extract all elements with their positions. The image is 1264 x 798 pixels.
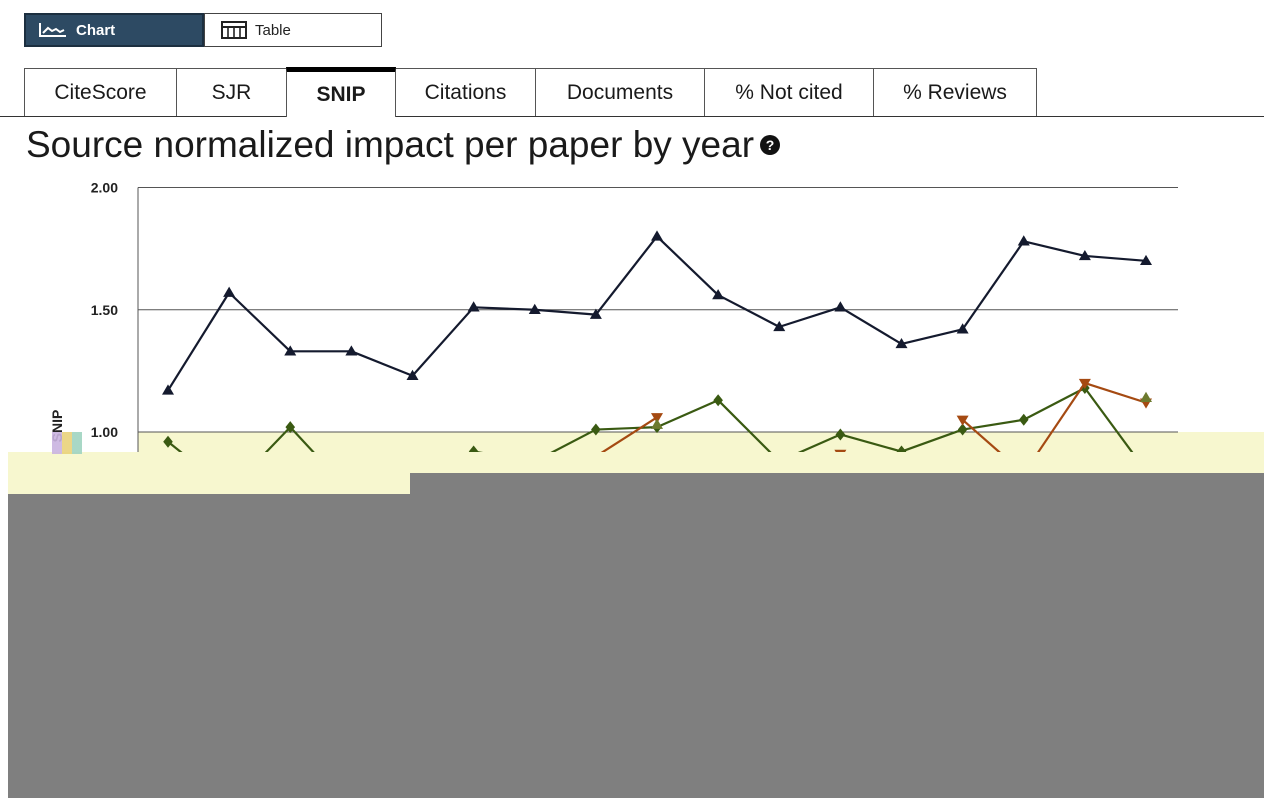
series-2-point xyxy=(651,413,663,424)
redaction-block xyxy=(8,494,1264,798)
table-grid-icon xyxy=(221,21,247,39)
series-1-segment xyxy=(840,433,902,453)
y-tick-label: 1.00 xyxy=(91,424,118,440)
series-1-segment xyxy=(595,426,658,431)
series-1-point xyxy=(591,423,601,436)
series-0-point xyxy=(834,301,847,312)
series-1-point xyxy=(896,445,907,458)
series-0-segment xyxy=(656,235,719,296)
table-view-label: Table xyxy=(255,21,291,39)
series-0-segment xyxy=(350,350,413,377)
series-0-segment xyxy=(961,240,1025,330)
series-0-point xyxy=(162,384,174,395)
series-0-point xyxy=(1017,235,1030,246)
series-0-segment xyxy=(717,294,780,328)
tab-snip[interactable]: SNIP xyxy=(286,67,396,117)
series-0-segment xyxy=(411,306,475,377)
artifact-patch xyxy=(52,432,82,454)
series-0-point xyxy=(712,289,725,300)
series-0-point xyxy=(895,337,908,349)
series-0-segment xyxy=(534,308,596,316)
series-2-segment xyxy=(595,416,658,458)
series-1-segment xyxy=(656,399,719,429)
series-1-point xyxy=(713,394,723,407)
series-0-segment xyxy=(901,328,963,346)
series-2-segment xyxy=(1084,382,1147,404)
series-0-segment xyxy=(1084,254,1147,262)
series-0-segment xyxy=(595,235,658,316)
series-0-point xyxy=(1078,249,1091,261)
series-0-segment xyxy=(228,291,292,353)
series-1-point xyxy=(957,423,968,436)
series-0-point xyxy=(773,320,786,332)
tab-citescore[interactable]: CiteScore xyxy=(24,68,177,116)
series-1-segment xyxy=(717,399,781,463)
series-0-point xyxy=(223,286,236,297)
series-0-segment xyxy=(167,292,231,392)
series-1-segment xyxy=(901,428,963,453)
page-title: Source normalized impact per paper by ye… xyxy=(26,124,755,165)
line-chart-icon xyxy=(39,23,66,37)
tab-reviews[interactable]: % Reviews xyxy=(873,68,1037,116)
view-toggle: Chart Table xyxy=(24,13,382,47)
chart-view-label: Chart xyxy=(76,21,116,39)
series-1-point xyxy=(285,421,296,434)
series-2-point xyxy=(1078,378,1091,390)
series-0-point xyxy=(284,345,297,356)
series-1-point xyxy=(1018,413,1029,426)
series-0-segment xyxy=(778,306,841,328)
series-0-segment xyxy=(473,306,535,311)
series-0-point xyxy=(1140,254,1152,266)
series-0-point xyxy=(956,323,969,334)
page-title-row: Source normalized impact per paper by ye… xyxy=(26,124,781,166)
y-tick-label: 1.50 xyxy=(91,302,118,318)
y-tick-label: 2.00 xyxy=(91,180,118,196)
series-0-point xyxy=(345,345,358,356)
table-view-button[interactable]: Table xyxy=(204,13,382,47)
series-3-point xyxy=(1140,391,1152,402)
series-1-point xyxy=(835,428,846,441)
series-3-point xyxy=(651,418,663,429)
series-1-segment xyxy=(1023,387,1086,421)
series-0-point xyxy=(528,303,541,314)
question-circle-icon[interactable]: ? xyxy=(760,135,781,156)
series-0-segment xyxy=(839,306,903,345)
tab-divider xyxy=(0,116,1264,117)
series-0-segment xyxy=(1023,240,1086,258)
series-0-point xyxy=(467,301,480,312)
tab-not-cited[interactable]: % Not cited xyxy=(704,68,874,116)
series-1-point xyxy=(163,435,173,448)
metric-tabs: CiteScore SJR SNIP Citations Documents %… xyxy=(0,67,1264,117)
series-2-point xyxy=(956,415,969,426)
series-0-point xyxy=(651,230,663,241)
series-0-point xyxy=(406,369,419,380)
series-0-point xyxy=(589,308,602,319)
tab-citations[interactable]: Citations xyxy=(395,68,536,116)
chart-view-button[interactable]: Chart xyxy=(24,13,204,47)
tab-documents[interactable]: Documents xyxy=(535,68,705,116)
